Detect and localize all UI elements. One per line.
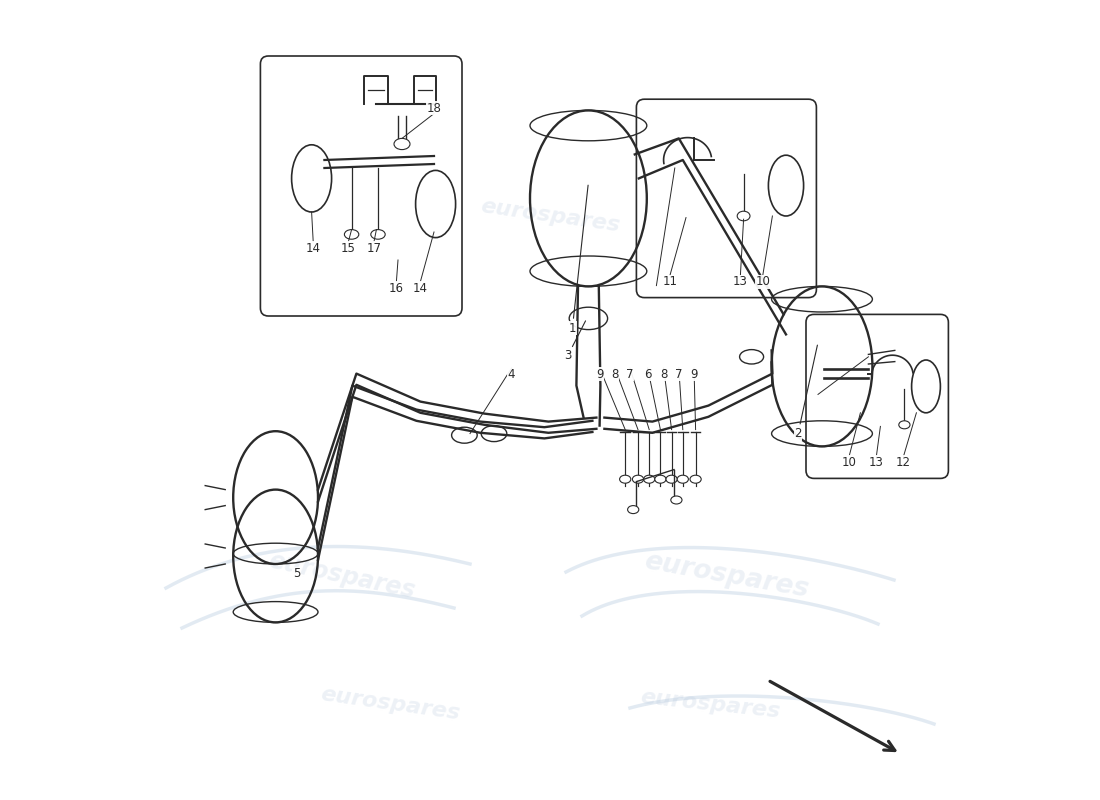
Text: eurospares: eurospares: [478, 196, 622, 236]
Text: 2: 2: [794, 345, 817, 440]
Text: 12: 12: [896, 456, 911, 469]
Text: 10: 10: [842, 456, 857, 469]
Ellipse shape: [654, 475, 666, 483]
Text: 17: 17: [366, 242, 382, 254]
FancyBboxPatch shape: [261, 56, 462, 316]
Text: 6: 6: [644, 368, 651, 381]
Text: 16: 16: [389, 282, 404, 294]
Text: 8: 8: [660, 368, 668, 381]
Text: eurospares: eurospares: [319, 684, 461, 724]
Ellipse shape: [899, 421, 910, 429]
Text: 1: 1: [569, 185, 589, 334]
Ellipse shape: [628, 506, 639, 514]
Text: 15: 15: [341, 242, 355, 254]
FancyBboxPatch shape: [637, 99, 816, 298]
Ellipse shape: [344, 230, 359, 239]
Ellipse shape: [671, 496, 682, 504]
Ellipse shape: [666, 475, 678, 483]
Text: 14: 14: [412, 282, 428, 294]
Text: 18: 18: [427, 102, 441, 114]
Text: 7: 7: [675, 368, 682, 381]
Ellipse shape: [371, 230, 385, 239]
Ellipse shape: [394, 138, 410, 150]
Text: 3: 3: [564, 321, 585, 362]
Ellipse shape: [632, 475, 644, 483]
Text: 13: 13: [869, 456, 883, 469]
Text: 8: 8: [612, 368, 618, 381]
Ellipse shape: [690, 475, 701, 483]
Text: eurospares: eurospares: [639, 686, 781, 722]
Text: 10: 10: [756, 275, 770, 288]
Ellipse shape: [737, 211, 750, 221]
Ellipse shape: [678, 475, 689, 483]
Text: 11: 11: [662, 275, 678, 288]
Text: 9: 9: [596, 368, 603, 381]
Text: 5: 5: [293, 567, 300, 580]
Text: 9: 9: [691, 368, 697, 381]
Text: eurospares: eurospares: [659, 207, 793, 241]
Text: 4: 4: [508, 368, 515, 381]
FancyBboxPatch shape: [806, 314, 948, 478]
Text: 13: 13: [733, 275, 748, 288]
Ellipse shape: [644, 475, 654, 483]
Text: eurospares: eurospares: [266, 549, 418, 603]
Text: eurospares: eurospares: [641, 549, 811, 603]
Text: 7: 7: [626, 368, 634, 381]
Text: 14: 14: [306, 242, 321, 254]
Ellipse shape: [619, 475, 630, 483]
